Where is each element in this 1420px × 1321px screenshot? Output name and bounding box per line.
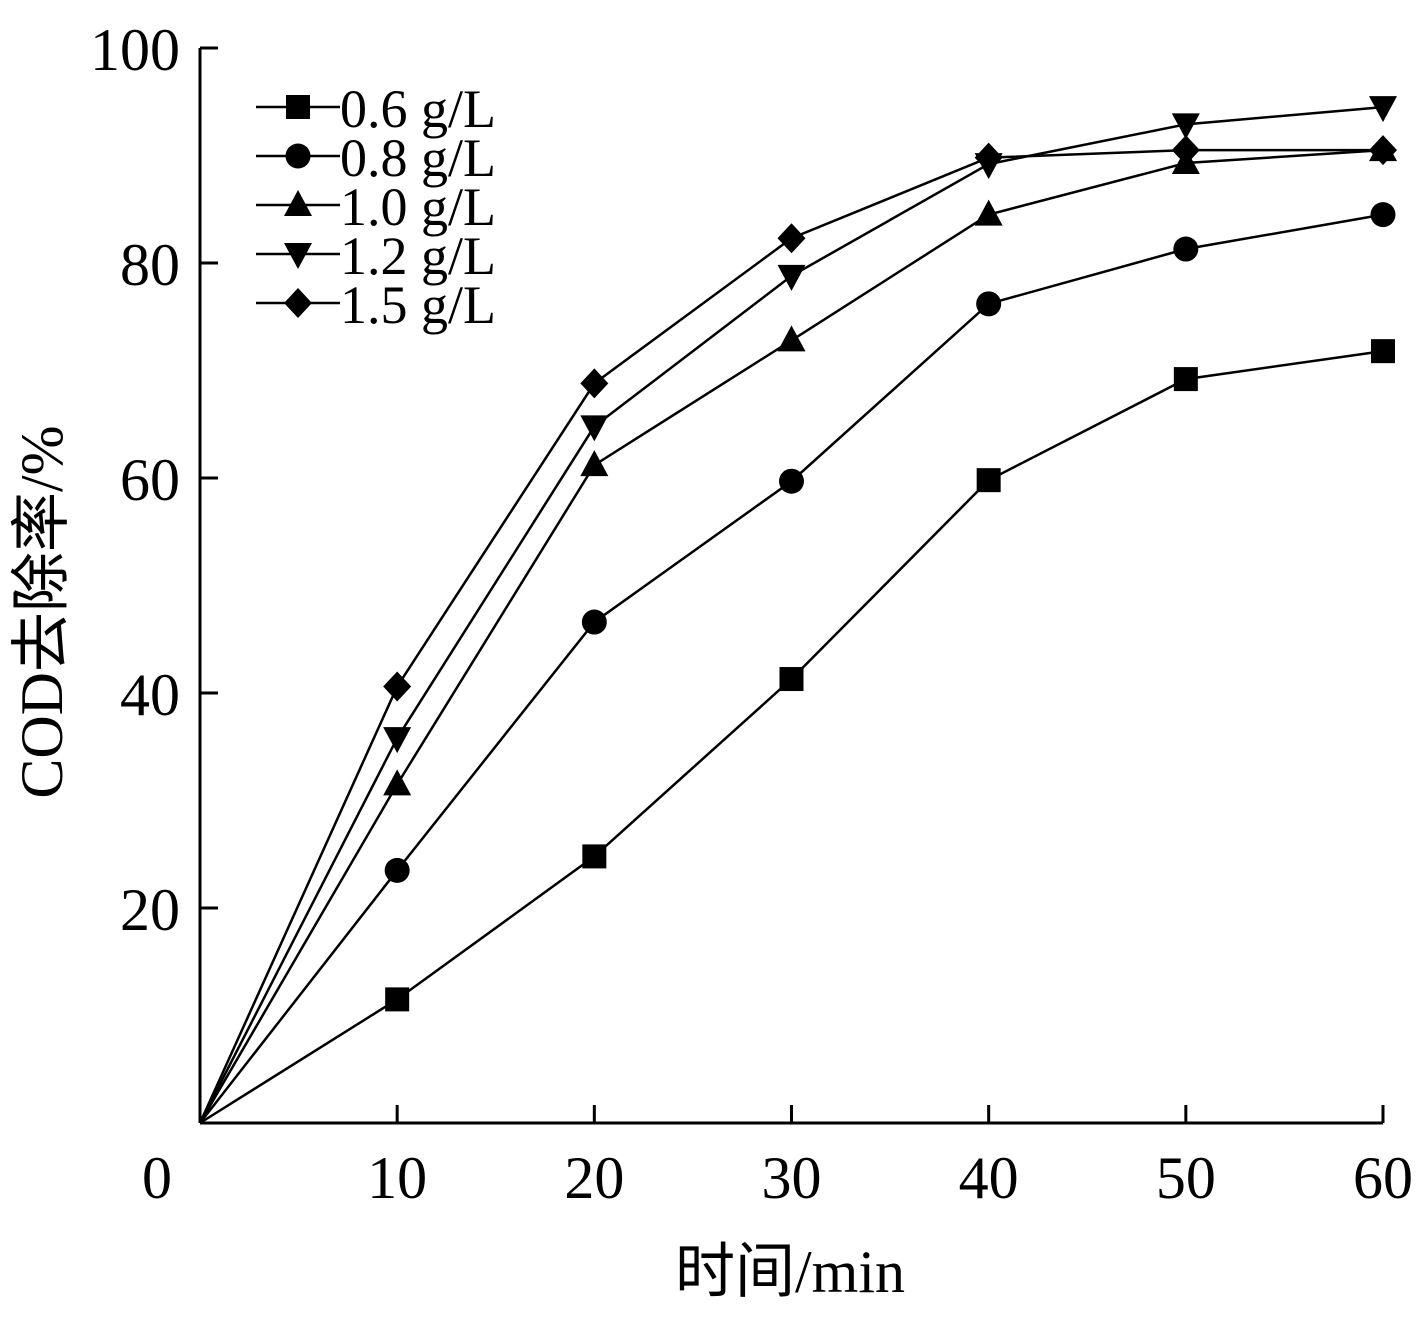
y-tick-label: 40	[120, 662, 180, 728]
data-point	[1173, 367, 1198, 392]
data-point	[1171, 113, 1200, 140]
series-4	[198, 96, 1397, 1124]
data-point	[1371, 339, 1395, 364]
data-point	[580, 450, 609, 477]
y-tick-label: 20	[120, 877, 180, 943]
data-point	[976, 468, 1001, 493]
data-point	[1369, 135, 1397, 166]
data-point	[1370, 202, 1396, 228]
y-tick-label: 60	[120, 447, 180, 513]
legend-item: 0.6 g/L	[256, 79, 496, 139]
x-tick-label: 40	[959, 1145, 1019, 1211]
data-point	[384, 857, 410, 883]
data-point	[976, 291, 1002, 317]
data-point	[974, 142, 1003, 173]
x-tick-label: 10	[367, 1145, 427, 1211]
x-tick-label: 30	[762, 1145, 822, 1211]
data-point	[777, 223, 806, 254]
data-point	[582, 844, 607, 869]
series-1	[199, 339, 1395, 1125]
legend-item: 0.8 g/L	[256, 128, 496, 188]
series-line	[199, 349, 1384, 1125]
series-group	[198, 96, 1397, 1125]
data-point	[779, 667, 804, 692]
data-point	[580, 368, 609, 399]
legend-label: 0.6 g/L	[340, 79, 496, 139]
x-axis-label: 时间/min	[675, 1239, 905, 1305]
legend-label: 1.2 g/L	[340, 226, 496, 286]
legend-label: 1.5 g/L	[340, 275, 496, 335]
series-5	[198, 135, 1397, 1124]
x-tick-label: 60	[1353, 1145, 1413, 1211]
y-tick-label: 100	[90, 17, 180, 83]
legend-label: 1.0 g/L	[340, 177, 496, 237]
data-point	[383, 671, 412, 702]
y-tick-label: 80	[120, 232, 180, 298]
legend-marker	[286, 95, 310, 119]
data-point	[777, 264, 806, 291]
x-tick-label: 50	[1156, 1145, 1216, 1211]
data-point	[779, 468, 804, 494]
legend-marker	[284, 243, 312, 269]
legend-label: 0.8 g/L	[340, 128, 496, 188]
legend-marker	[284, 288, 312, 318]
axes: 20 40 60 80 100 0 10 20 30 40 50 60	[90, 17, 1413, 1211]
data-point	[1171, 135, 1200, 166]
data-point	[1173, 236, 1199, 262]
x-tick-label: 0	[142, 1145, 172, 1211]
data-point	[974, 199, 1003, 226]
data-point	[581, 609, 607, 635]
data-point	[383, 769, 412, 796]
data-point	[580, 415, 609, 442]
legend-item: 1.0 g/L	[256, 177, 496, 237]
legend-item: 1.5 g/L	[256, 275, 496, 335]
series-2	[199, 202, 1396, 1124]
data-point	[777, 325, 806, 352]
x-tick-label: 20	[564, 1145, 624, 1211]
legend-item: 1.2 g/L	[256, 226, 496, 286]
legend-marker	[285, 143, 311, 169]
data-point	[1369, 96, 1397, 123]
legend-marker	[284, 190, 312, 216]
data-point	[385, 987, 410, 1012]
legend: 0.6 g/L0.8 g/L1.0 g/L1.2 g/L1.5 g/L	[256, 79, 496, 335]
y-axis-label: COD去除率/%	[9, 425, 75, 798]
data-point	[383, 727, 412, 754]
